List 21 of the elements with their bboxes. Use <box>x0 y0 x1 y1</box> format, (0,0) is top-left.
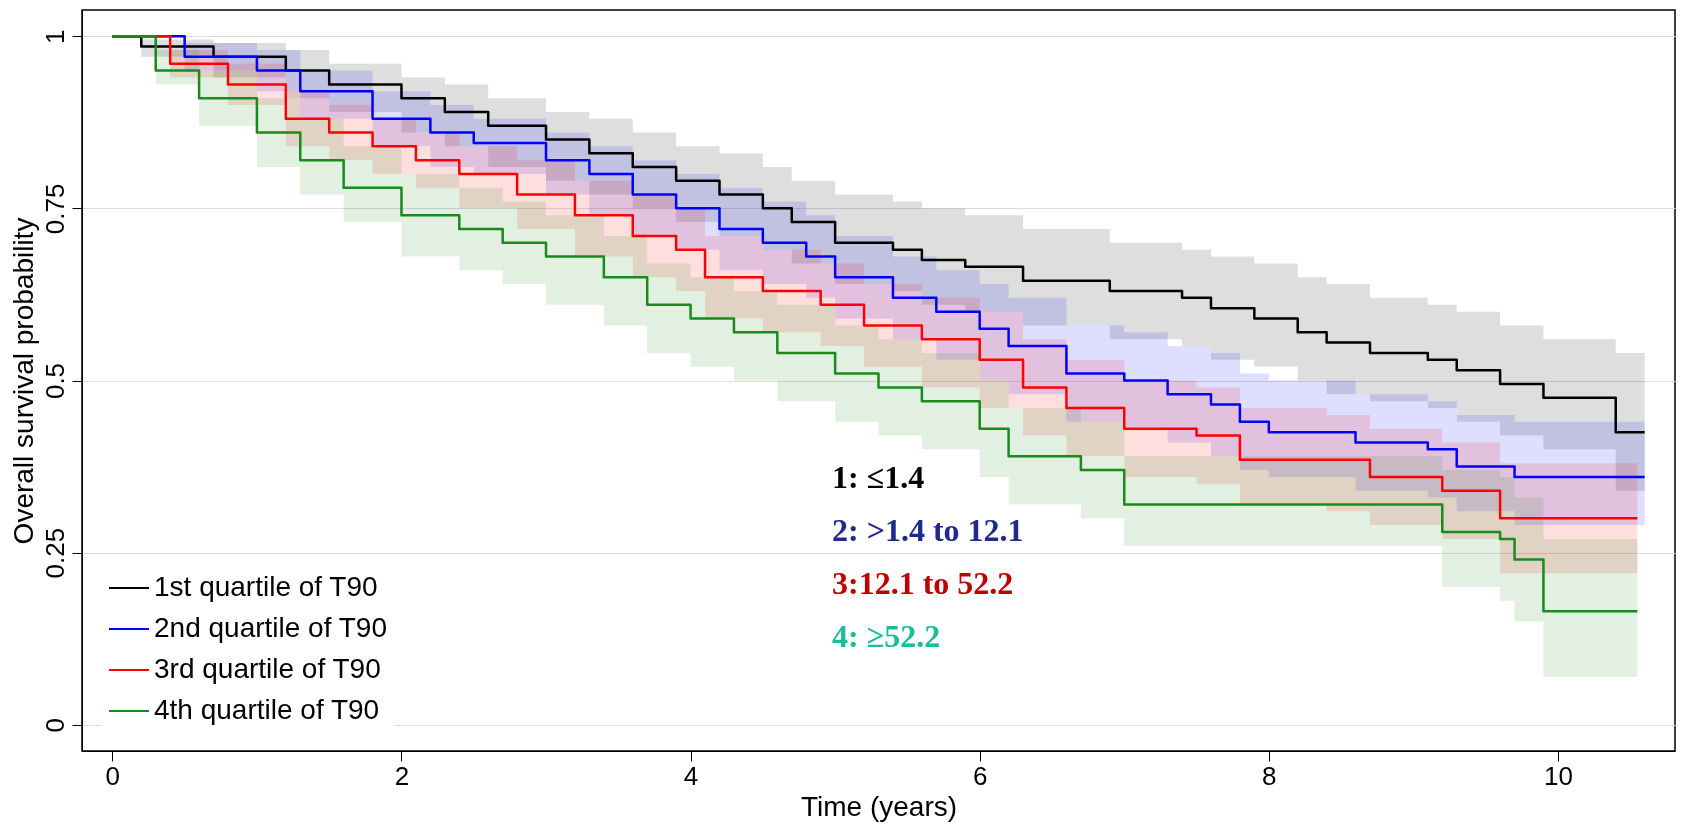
annotation: 3:12.1 to 52.2 <box>832 565 1014 601</box>
y-tick-label: 1 <box>39 29 70 44</box>
x-tick-label: 0 <box>105 760 121 791</box>
legend-label: 4th quartile of T90 <box>154 694 380 725</box>
y-tick-label: 0.5 <box>39 362 70 400</box>
x-tick-label: 4 <box>683 760 699 791</box>
y-axis-title: Overall survival probability <box>7 217 39 545</box>
x-tick-label: 6 <box>972 760 988 791</box>
x-tick-label: 10 <box>1543 760 1573 791</box>
y-tick-label: 0.75 <box>39 183 70 235</box>
x-tick-label: 8 <box>1262 760 1277 791</box>
legend-label: 2nd quartile of T90 <box>154 612 387 643</box>
annotation: 4: ≥52.2 <box>832 618 941 654</box>
annotation: 2: >1.4 to 12.1 <box>832 512 1024 548</box>
legend-label: 1st quartile of T90 <box>154 571 378 602</box>
annotation: 1: ≤1.4 <box>832 459 925 495</box>
y-tick-label: 0 <box>39 718 70 733</box>
x-tick-label: 2 <box>394 760 410 791</box>
legend-label: 3rd quartile of T90 <box>154 653 381 684</box>
y-tick-label: 0.25 <box>39 527 70 579</box>
x-axis-title: Time (years) <box>800 790 958 822</box>
